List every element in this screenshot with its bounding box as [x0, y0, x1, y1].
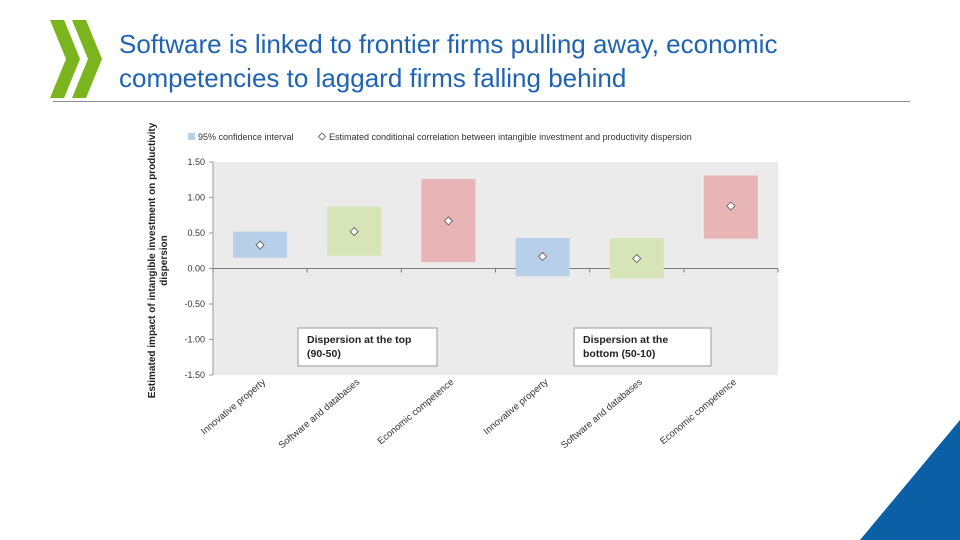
y-tick-label: 0.50 — [187, 228, 205, 238]
title-divider — [53, 101, 910, 102]
y-tick-label: 0.00 — [187, 264, 205, 274]
estimate-point — [443, 216, 453, 226]
legend-label-ci: 95% confidence interval — [198, 132, 294, 142]
annotation-label-line: (90-50) — [307, 348, 341, 360]
x-category-label: Economic competence — [376, 377, 457, 447]
y-axis-label: Estimated impact of intangible investmen… — [147, 122, 170, 398]
legend-marker-ci — [188, 133, 195, 140]
corner-decoration — [860, 420, 960, 540]
annotation-label: Dispersion at the bottom (50-10) — [583, 334, 668, 360]
y-axis-label-line-1: Estimated impact of intangible investmen… — [147, 122, 158, 398]
estimate-point — [538, 251, 548, 261]
y-axis-label-line-2: dispersion — [159, 235, 170, 286]
estimate-point — [632, 253, 642, 264]
annotation-box — [297, 327, 438, 367]
y-tick-label: 1.50 — [187, 157, 205, 167]
estimate-point — [726, 201, 736, 211]
estimate-point — [349, 227, 359, 237]
annotation-label-line: Dispersion at the top — [307, 334, 411, 346]
y-tick-label: 1.00 — [187, 193, 205, 203]
annotation-label-line: bottom (50-10) — [583, 348, 655, 360]
legend-marker-estimate — [317, 132, 327, 141]
y-tick-label: -1.50 — [184, 370, 205, 380]
annotation-box — [573, 327, 712, 367]
slide-title: Software is linked to frontier firms pul… — [119, 29, 778, 93]
annotation-label-line: Dispersion at the — [583, 334, 668, 346]
legend-label-estimate: Estimated conditional correlation betwee… — [329, 132, 692, 142]
x-category-label: Software and databases — [559, 377, 645, 451]
oecd-logo-icon — [50, 20, 102, 98]
estimate-point — [255, 240, 265, 250]
x-category-label: Innovative property — [482, 377, 551, 438]
y-tick-label: -0.50 — [184, 299, 205, 309]
y-tick-label: -1.00 — [184, 335, 205, 345]
annotation-label: Dispersion at the top (90-50) — [307, 334, 411, 360]
x-category-label: Software and databases — [277, 377, 363, 451]
x-category-label: Innovative property — [199, 377, 268, 438]
x-category-label: Economic competence — [658, 377, 739, 447]
